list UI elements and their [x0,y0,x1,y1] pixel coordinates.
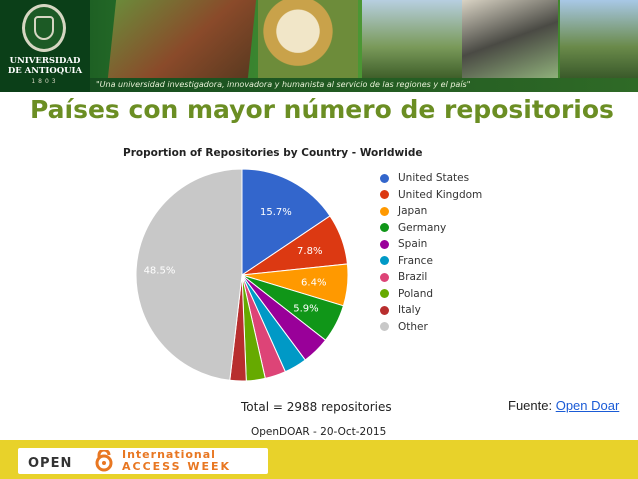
header-banner: "Una universidad investigadora, innovado… [0,0,638,92]
legend-swatch-icon [380,322,389,332]
university-year: 1803 [31,78,59,85]
chart-legend: United States United Kingdom Japan Germa… [380,170,482,335]
legend-item: United States [380,170,482,187]
slide-title: Países con mayor número de repositorios [30,95,614,124]
pie-data-label: 5.9% [293,304,318,315]
legend-item: Germany [380,220,482,237]
legend-swatch-icon [380,239,389,249]
header-photo [258,0,358,78]
legend-item: Japan [380,203,482,220]
legend-label: Spain [398,238,428,251]
legend-swatch-icon [380,305,389,315]
chart-source-date: OpenDOAR - 20-Oct-2015 [251,426,387,438]
legend-item: Italy [380,302,482,319]
legend-label: United States [398,172,470,185]
pie-slice-united-states [241,168,331,276]
university-name-line2: DE ANTIOQUIA [7,66,83,76]
university-name-line1: UNIVERSIDAD [9,56,81,66]
header-photo [560,0,638,78]
source-prefix: Fuente: [508,398,556,413]
pie-data-label: 15.7% [260,207,292,218]
header-photo [362,0,462,78]
legend-label: Other [398,320,428,333]
legend-label: Japan [398,205,428,218]
legend-item: Other [380,319,482,336]
oa-open-text: OPEN [28,456,73,471]
open-doar-link[interactable]: Open Doar [555,398,620,413]
oa-international-text: International [122,448,216,461]
chart-title: Proportion of Repositories by Country - … [123,147,423,159]
university-seal-icon [22,4,66,52]
university-logo: UNIVERSIDAD DE ANTIOQUIA 1803 [0,0,90,92]
legend-swatch-icon [380,223,389,233]
legend-swatch-icon [380,272,389,282]
pie-data-label: 6.4% [301,277,326,288]
legend-swatch-icon [380,289,389,299]
legend-swatch-icon [380,173,389,183]
pie-data-label: 7.8% [297,246,322,257]
legend-swatch-icon [380,206,389,216]
source-note: Fuente: Open Doar [508,398,619,413]
legend-label: Italy [398,304,421,317]
legend-label: Germany [398,221,447,234]
open-access-week-strip [18,448,268,474]
pie-slice-other [135,168,243,381]
legend-swatch-icon [380,190,389,200]
oa-access-week-text: ACCESS WEEK [122,460,232,473]
legend-item: United Kingdom [380,187,482,204]
legend-item: Spain [380,236,482,253]
legend-swatch-icon [380,256,389,266]
legend-item: France [380,253,482,270]
header-photo [462,0,558,78]
legend-item: Poland [380,286,482,303]
legend-label: Poland [398,287,434,300]
pie-data-label: 48.5% [144,266,176,277]
legend-label: France [398,254,433,267]
legend-label: United Kingdom [398,188,483,201]
open-access-lock-icon [95,450,113,472]
chart-total: Total = 2988 repositories [241,400,392,414]
legend-item: Brazil [380,269,482,286]
legend-label: Brazil [398,271,428,284]
university-tagline: "Una universidad investigadora, innovado… [90,78,638,92]
